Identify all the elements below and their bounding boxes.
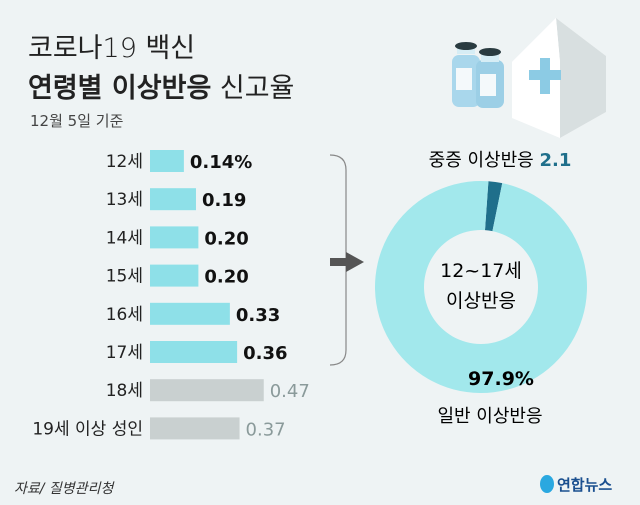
bracket [329,154,364,366]
bar [150,150,184,172]
donut-slice [375,181,588,394]
general-value: 97.9% [468,368,534,390]
logo: 연합뉴스 [540,474,612,495]
severe-label: 중증 이상반응 2.1 [429,150,572,171]
bar-category-label: 15세 [106,267,143,287]
donut-center-line1: 12~17세 [440,260,522,282]
bar [150,417,240,440]
bar-value-label: 0.36 [243,343,287,364]
logo-text: 연합뉴스 [557,476,613,494]
bar-value-label: 0.20 [204,267,248,288]
bar [150,264,199,287]
vials-illustration [452,42,504,108]
bar-category-label: 16세 [106,305,143,325]
bar-value-label: 0.37 [246,419,286,440]
donut-center-line2: 이상반응 [446,290,516,312]
bar-value-label: 0.19 [202,190,246,211]
bar-category-label: 14세 [106,228,143,248]
bar [150,226,199,249]
general-label: 일반 이상반응 [437,406,542,427]
source: 자료/ 질병관리청 [14,481,114,497]
bar-category-label: 18세 [106,381,143,401]
bar [150,188,196,211]
bar [150,379,264,402]
hospital-icon [512,18,606,138]
bar-category-label: 12세 [106,152,143,172]
bar [150,302,230,325]
donut-slice [484,181,503,232]
title-line1: 코로나19 백신 [28,33,196,64]
bar-category-label: 13세 [106,190,143,210]
title-rest: 신고율 [219,73,295,104]
bar-value-label: 0.33 [236,305,280,326]
title-line2: 연령별 이상반응 신고율 [28,66,294,105]
logo-icon [540,475,554,493]
bar-value-label: 0.14% [190,152,252,173]
subtitle: 12월 5일 기준 [30,112,124,130]
title-bold: 연령별 이상반응 [28,73,212,104]
arrow-icon [346,252,364,272]
bar-value-label: 0.47 [270,381,310,402]
bar-category-label: 19세 이상 성인 [32,419,143,439]
bar [150,341,238,363]
bar-category-label: 17세 [106,343,143,363]
bar-value-label: 0.20 [204,228,248,249]
